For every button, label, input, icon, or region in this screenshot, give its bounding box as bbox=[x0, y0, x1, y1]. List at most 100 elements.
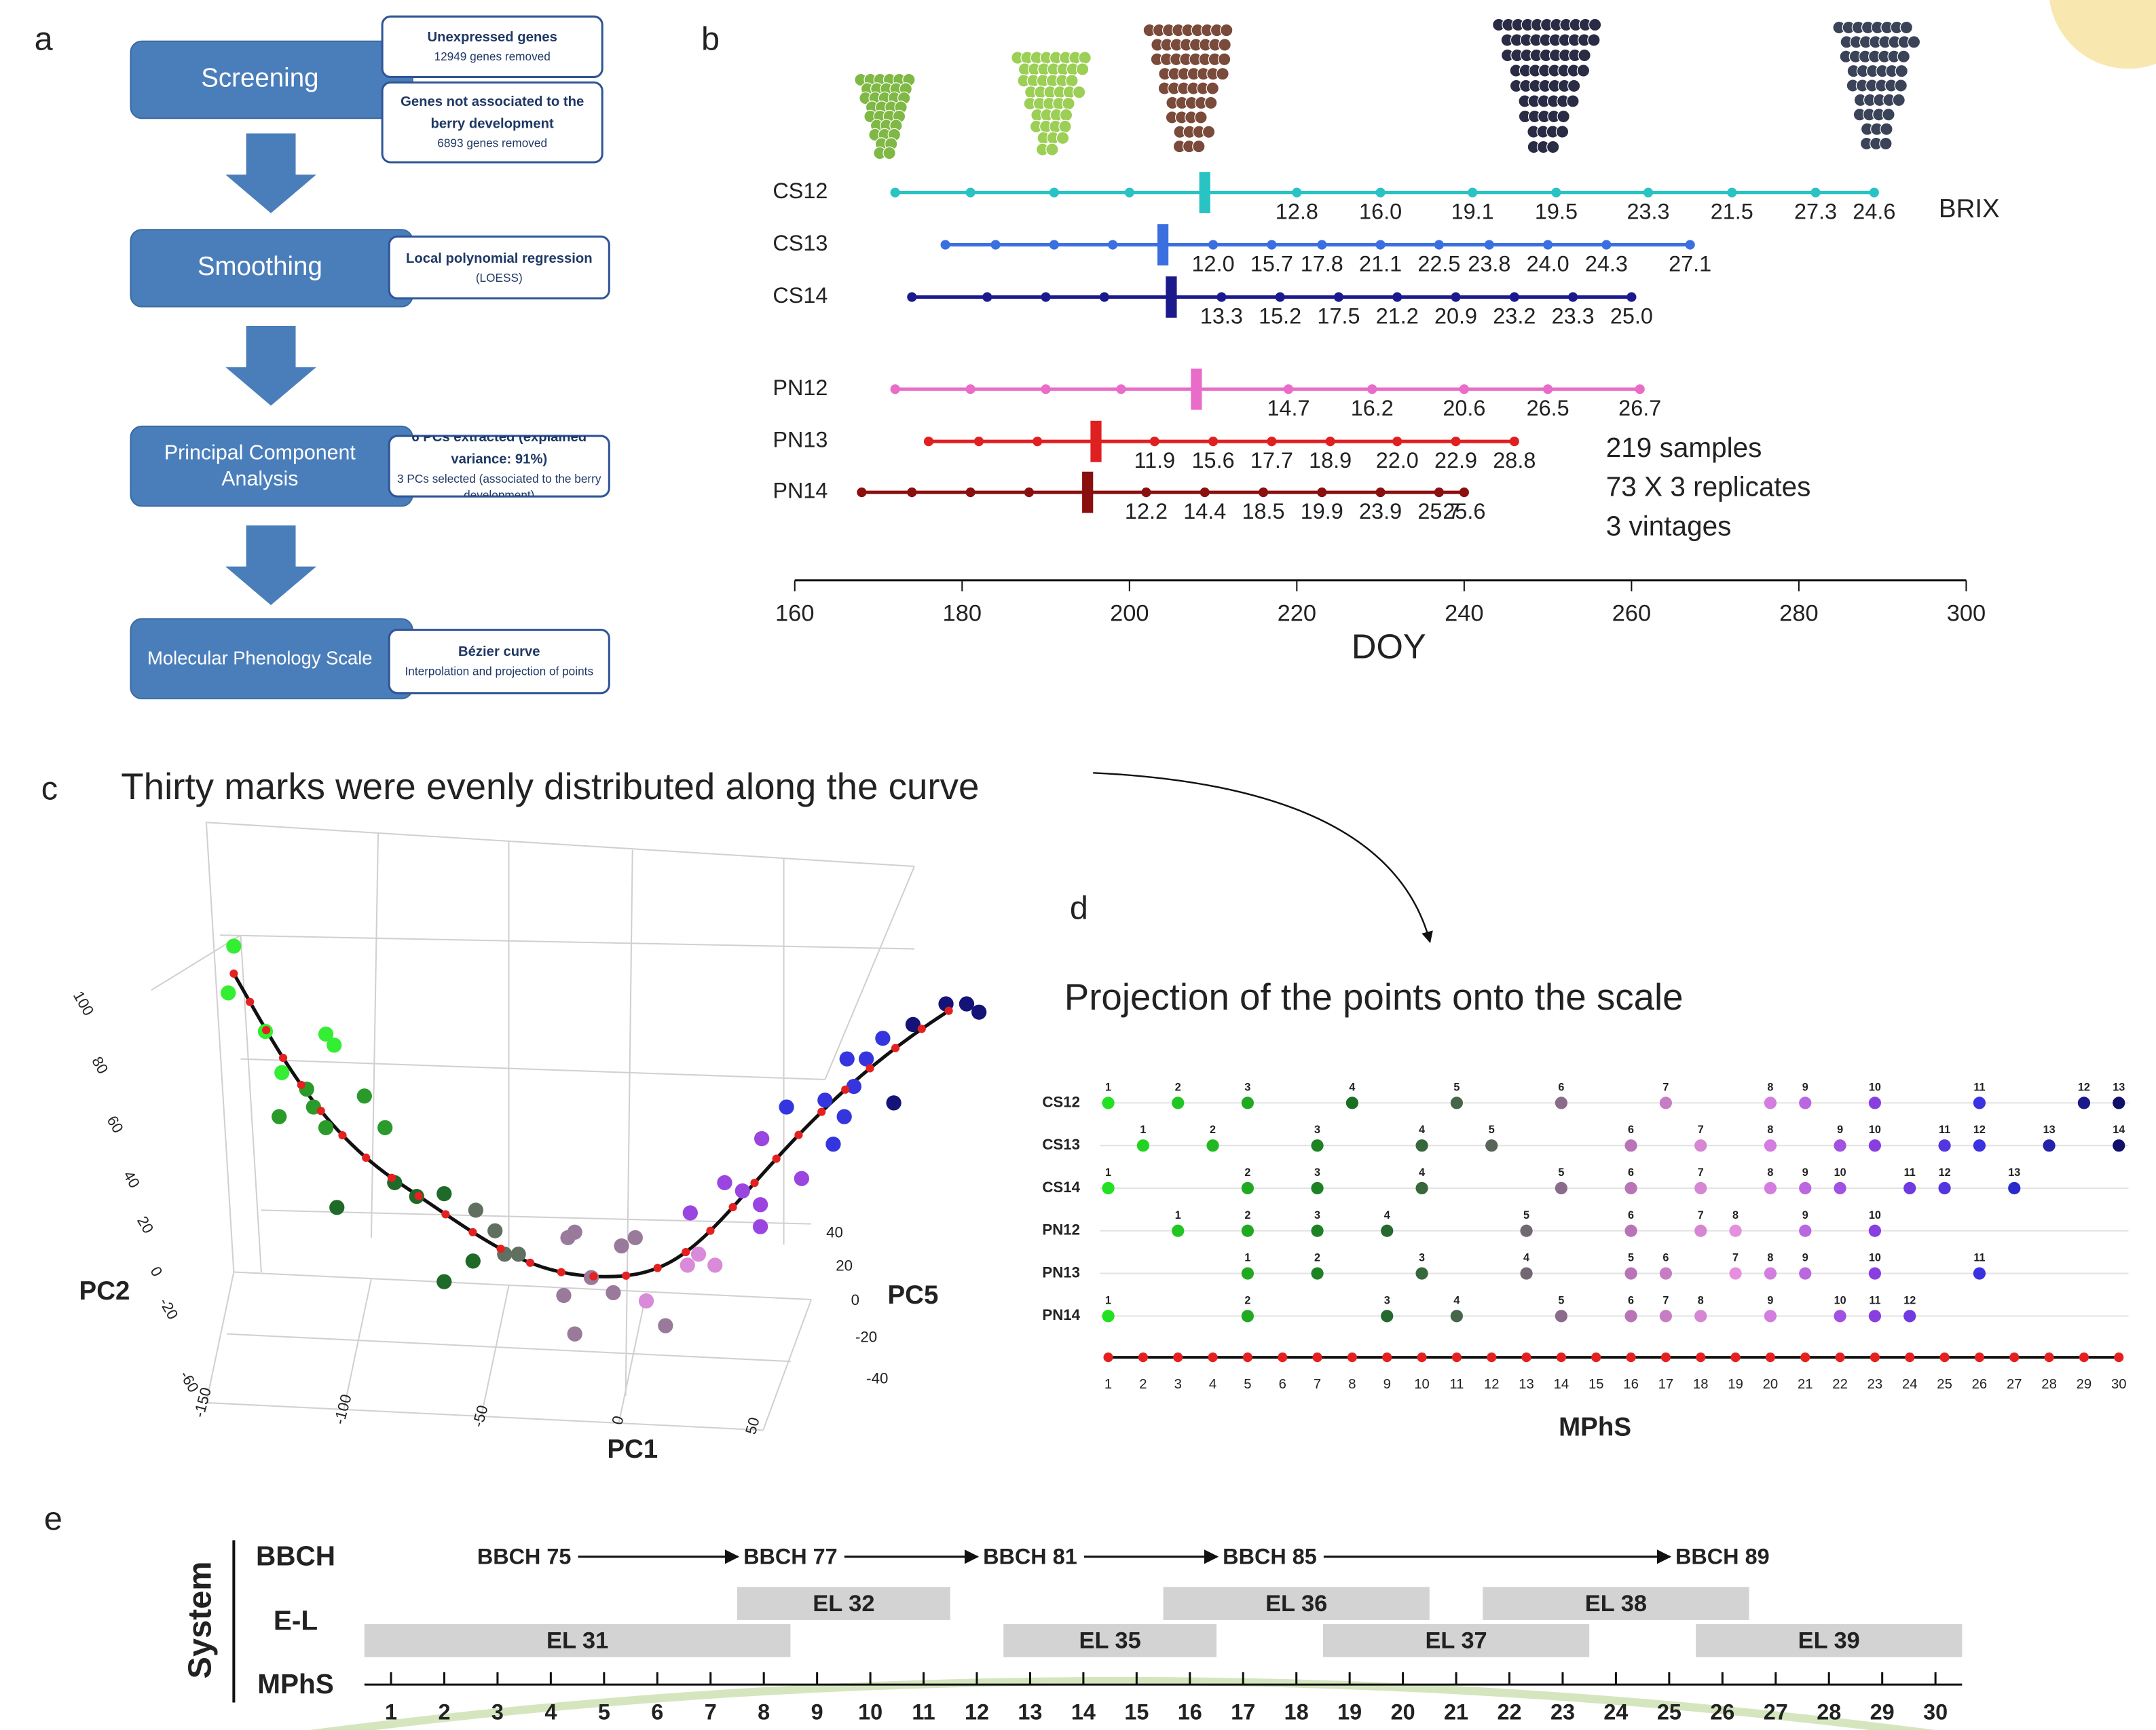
point-label: 3 bbox=[1384, 1294, 1390, 1306]
stage-bar bbox=[1483, 1587, 1749, 1620]
brix-label: 16.2 bbox=[1351, 396, 1394, 420]
panel-title: Projection of the points onto the scale bbox=[1064, 976, 1684, 1018]
sample-point bbox=[779, 1099, 794, 1115]
brix-label: 17.7 bbox=[1250, 448, 1293, 473]
sample-point bbox=[272, 1109, 287, 1124]
curve-mark bbox=[891, 1044, 900, 1052]
panel-label: a bbox=[35, 21, 54, 58]
x-tick-label: 20 bbox=[1763, 1377, 1779, 1392]
point-label: 7 bbox=[1732, 1252, 1739, 1264]
scale-mark bbox=[1939, 1352, 1950, 1363]
panel-title: Thirty marks were evenly distributed alo… bbox=[121, 765, 979, 807]
sample-note: 219 samples bbox=[1606, 432, 1762, 463]
x-tick-label: 29 bbox=[1870, 1699, 1895, 1724]
scale-mark bbox=[1138, 1352, 1148, 1363]
projected-point bbox=[1136, 1139, 1150, 1152]
scale-mark bbox=[1626, 1352, 1636, 1363]
projected-point bbox=[1694, 1139, 1707, 1152]
scale-mark bbox=[2114, 1352, 2124, 1363]
brix-label: 23.3 bbox=[1552, 303, 1595, 328]
curve-mark bbox=[917, 1025, 926, 1033]
curve-mark bbox=[817, 1107, 826, 1116]
x-tick-label: 11 bbox=[912, 1699, 935, 1724]
grape-berry bbox=[1059, 108, 1073, 122]
sample-dot bbox=[1451, 437, 1461, 447]
curve-mark bbox=[338, 1131, 347, 1140]
projected-point bbox=[1381, 1224, 1394, 1237]
scale-mark bbox=[1173, 1352, 1183, 1363]
sample-dot bbox=[1024, 487, 1034, 498]
projected-point bbox=[1241, 1224, 1254, 1237]
scale-mark bbox=[1974, 1352, 1985, 1363]
point-label: 1 bbox=[1175, 1209, 1181, 1221]
projected-point bbox=[1520, 1224, 1533, 1237]
point-label: 9 bbox=[1802, 1081, 1808, 1093]
sample-point bbox=[875, 1031, 891, 1046]
unit-label: BRIX bbox=[1939, 194, 2000, 223]
axis3d-tick-label: -20 bbox=[156, 1295, 182, 1322]
note-title: Local polynomial regression bbox=[405, 251, 593, 267]
sample-dot bbox=[1141, 487, 1151, 498]
axis3d-tick-label: -50 bbox=[469, 1403, 491, 1429]
step-name: Smoothing bbox=[197, 252, 322, 282]
sample-dot bbox=[1509, 437, 1519, 447]
sample-dot bbox=[1292, 187, 1302, 198]
projected-point bbox=[1764, 1139, 1777, 1152]
projected-point bbox=[1799, 1267, 1812, 1280]
sample-point bbox=[794, 1171, 810, 1186]
sample-dot bbox=[1283, 384, 1294, 394]
panel-label: e bbox=[44, 1501, 62, 1537]
scale-mark bbox=[1591, 1352, 1601, 1363]
grape-berry bbox=[1075, 62, 1090, 76]
sample-dot bbox=[1643, 187, 1654, 198]
projected-point bbox=[1938, 1139, 1951, 1152]
curve-mark bbox=[557, 1268, 565, 1276]
stage-bar bbox=[1003, 1624, 1217, 1657]
grape-berry bbox=[1218, 38, 1231, 52]
point-label: 4 bbox=[1349, 1081, 1355, 1093]
point-label: 8 bbox=[1698, 1294, 1704, 1306]
axis3d-tick-label: -100 bbox=[331, 1393, 355, 1427]
x-tick-label: 27 bbox=[2007, 1377, 2022, 1392]
curve-mark bbox=[772, 1154, 781, 1163]
grape-berry bbox=[1202, 125, 1216, 139]
x-tick-label: 13 bbox=[1018, 1699, 1042, 1724]
row-label: CS12 bbox=[1042, 1093, 1080, 1110]
note-content: Bézier curve Interpolation and projection… bbox=[405, 645, 593, 678]
projected-point bbox=[1624, 1267, 1637, 1280]
scale-mark bbox=[1451, 1352, 1462, 1363]
brix-label: 18.9 bbox=[1309, 448, 1352, 473]
x-tick-label: 17 bbox=[1658, 1377, 1674, 1392]
plot3d-grid bbox=[151, 822, 915, 1431]
grape-berry bbox=[1058, 119, 1072, 134]
step-text-box: Molecular Phenology Scale bbox=[147, 648, 372, 668]
sample-dot bbox=[1216, 292, 1227, 302]
x-tick-label: 21 bbox=[1798, 1377, 1813, 1392]
row-label: CS14 bbox=[1042, 1179, 1080, 1196]
curve-mark bbox=[316, 1107, 325, 1116]
brix-label: 22.5 bbox=[1417, 251, 1460, 276]
sample-point bbox=[638, 1293, 654, 1309]
x-tick-label: 12 bbox=[965, 1699, 989, 1724]
projected-point bbox=[1764, 1310, 1777, 1323]
projected-point bbox=[1311, 1139, 1324, 1152]
sample-point bbox=[752, 1219, 768, 1234]
curve-mark bbox=[387, 1173, 396, 1182]
point-label: 6 bbox=[1628, 1209, 1634, 1221]
x-tick-label: 23 bbox=[1867, 1377, 1883, 1392]
series-name: CS12 bbox=[773, 179, 828, 203]
sample-note: 3 vintages bbox=[1606, 510, 1732, 541]
curve-mark bbox=[589, 1272, 598, 1281]
grape-berry bbox=[1879, 136, 1893, 151]
grape-berry bbox=[1899, 20, 1914, 35]
sample-dot bbox=[1041, 384, 1051, 394]
sample-dot bbox=[1375, 187, 1386, 198]
point-label: 8 bbox=[1767, 1166, 1773, 1179]
brix-label: 17.5 bbox=[1317, 303, 1360, 328]
projected-point bbox=[1415, 1267, 1428, 1280]
sample-point bbox=[614, 1238, 629, 1254]
brix-label: 23.2 bbox=[1493, 303, 1536, 328]
projected-point bbox=[1311, 1181, 1324, 1195]
step-name: Principal Component Analysis bbox=[164, 441, 356, 492]
sample-point bbox=[221, 985, 236, 1001]
